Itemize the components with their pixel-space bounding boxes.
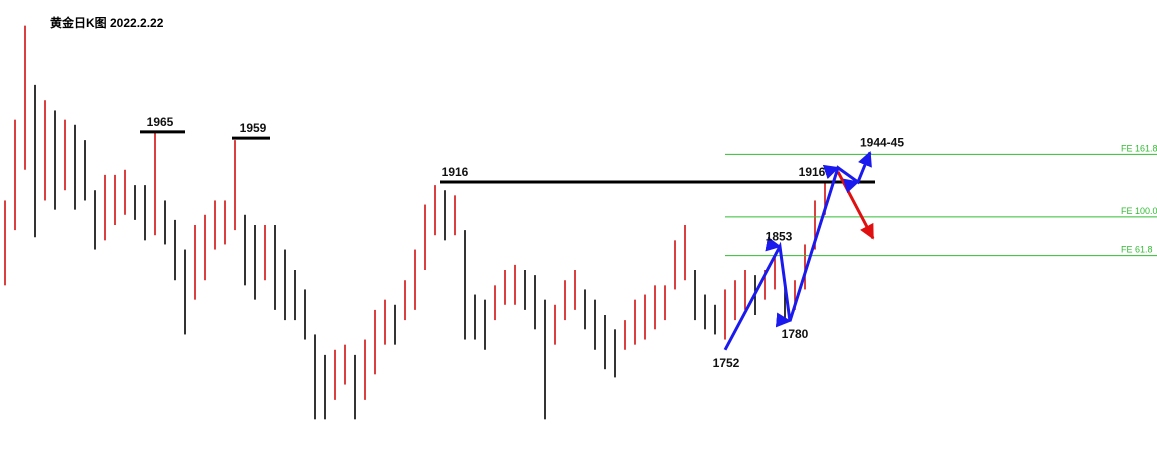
price-label: 1965	[147, 115, 174, 129]
fe-label: FE 61.8	[1121, 245, 1153, 255]
price-label: 1780	[782, 327, 809, 341]
price-label: 1752	[713, 356, 740, 370]
wave-arrow	[723, 150, 872, 351]
fe-label: FE 100.0	[1121, 206, 1157, 216]
price-label: 1853	[766, 229, 793, 243]
price-label: 1916	[442, 165, 469, 179]
price-label: 1959	[240, 121, 267, 135]
chart-title: 黄金日K图 2022.2.22	[50, 15, 164, 30]
fe-label: FE 161.8	[1121, 143, 1157, 153]
price-label: 1916	[799, 165, 826, 179]
price-label: 1944-45	[860, 135, 904, 149]
